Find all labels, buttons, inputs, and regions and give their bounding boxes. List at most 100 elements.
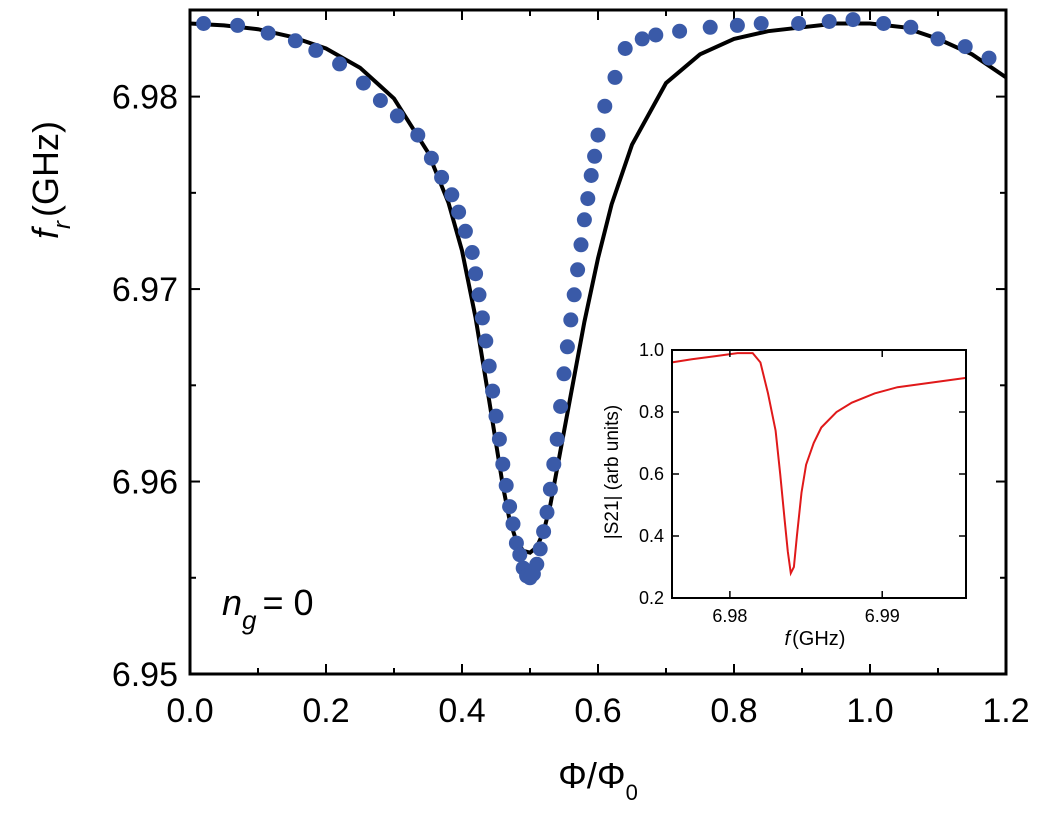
data-point <box>410 127 426 143</box>
data-point <box>491 431 507 447</box>
measured-data-points <box>196 12 997 586</box>
inset-y-tick-label: 0.2 <box>639 588 664 608</box>
data-point <box>821 14 837 29</box>
inset-y-tick-label: 0.6 <box>639 464 664 484</box>
data-point <box>512 547 528 563</box>
main-x-tick-label: 0.0 <box>166 692 213 730</box>
data-point <box>434 169 450 185</box>
data-point <box>583 168 599 183</box>
annotation-subscript: g <box>242 605 257 635</box>
inset-x-tick-label: 6.99 <box>865 606 900 626</box>
data-point <box>464 245 480 260</box>
data-point <box>587 148 603 164</box>
data-point <box>559 339 575 355</box>
x-axis-title-main: Φ/Φ <box>558 755 625 796</box>
gate-charge-annotation: ng = 0 <box>222 582 314 635</box>
inset-background <box>672 350 966 598</box>
data-point <box>478 333 494 349</box>
data-point <box>570 262 586 278</box>
x-axis-title: Φ/Φ0 <box>558 755 638 805</box>
data-point <box>573 237 589 253</box>
inset-y-axis-title: |S21| (arb units) <box>602 405 623 539</box>
data-point <box>702 19 718 35</box>
y-axis-title-unit: (GHz) <box>25 121 66 217</box>
inset-x-axis-title: f (GHz) <box>785 628 846 650</box>
data-point <box>549 431 565 447</box>
data-point <box>481 358 497 374</box>
data-point <box>597 98 613 114</box>
data-point <box>546 456 562 472</box>
data-point <box>423 150 439 166</box>
data-point <box>389 108 405 124</box>
data-point <box>505 516 521 532</box>
inset-y-tick-label: 0.8 <box>639 402 664 422</box>
data-point <box>753 16 769 31</box>
main-x-tick-label: 0.4 <box>438 692 485 730</box>
data-point <box>576 212 592 228</box>
inset-transmission-curve <box>671 352 967 577</box>
data-point <box>529 556 545 572</box>
y-axis-title: fr(GHz) <box>25 121 76 239</box>
inset-x-tick-label: 6.98 <box>712 606 747 626</box>
data-point <box>495 456 511 472</box>
main-y-tick-label: 6.95 <box>112 656 178 694</box>
data-point <box>566 287 582 303</box>
x-axis-title-subscript: 0 <box>626 780 638 805</box>
main-x-tick-label: 1.2 <box>982 692 1029 730</box>
data-point <box>590 127 606 143</box>
main-y-ticks: 6.95 6.96 6.97 6.98 <box>112 79 1006 694</box>
inset-y-tick-label: 0.4 <box>639 526 664 546</box>
data-point <box>508 535 524 551</box>
data-point <box>563 312 579 328</box>
main-y-tick-label: 6.98 <box>112 79 178 117</box>
data-point <box>355 75 371 91</box>
main-plot: 0.0 0.2 0.4 0.6 0.8 1.0 1.2 6.95 6.96 6.97 6.98 f… <box>25 8 1030 805</box>
svg-text:fr(GHz): fr(GHz) <box>25 121 76 239</box>
data-point <box>876 16 892 31</box>
data-point <box>457 223 473 239</box>
data-point <box>672 23 688 39</box>
main-x-ticks: 0.0 0.2 0.4 0.6 0.8 1.0 1.2 <box>166 10 1030 730</box>
annotation-symbol: n <box>222 582 242 623</box>
data-point <box>308 42 324 58</box>
data-point <box>287 33 303 49</box>
y-axis-title-subscript: r <box>49 220 76 229</box>
data-point <box>468 266 484 282</box>
data-point <box>502 499 518 515</box>
main-y-tick-label: 6.96 <box>112 464 178 502</box>
data-point <box>332 56 348 72</box>
data-point <box>230 17 246 33</box>
data-point <box>485 383 501 399</box>
data-point <box>930 31 946 47</box>
data-point <box>957 39 973 55</box>
data-point <box>580 191 596 207</box>
data-point <box>729 17 745 33</box>
data-point <box>553 399 569 414</box>
data-point <box>648 27 664 43</box>
main-x-tick-label: 0.8 <box>710 692 757 730</box>
data-point <box>556 366 572 382</box>
inset-y-ticks: 0.2 0.4 0.6 0.8 1.0 <box>639 340 966 608</box>
data-point <box>474 310 490 326</box>
data-point <box>903 19 919 35</box>
data-point <box>372 93 388 108</box>
data-point <box>532 541 548 557</box>
main-x-tick-label: 1.0 <box>846 692 893 730</box>
data-point <box>634 31 650 47</box>
data-point <box>196 16 212 31</box>
data-point <box>260 25 276 41</box>
data-point <box>536 524 552 540</box>
main-x-tick-label: 0.6 <box>574 692 621 730</box>
data-point <box>444 187 460 203</box>
svg-text:|S21| (arb units): |S21| (arb units) <box>602 405 623 539</box>
data-point <box>539 504 555 520</box>
data-point <box>981 50 997 66</box>
data-point <box>451 204 467 220</box>
inset-y-tick-label: 1.0 <box>639 340 664 360</box>
inset-plot: 6.98 6.99 0.2 0.4 0.6 0.8 1.0 |S21| (arb unit… <box>602 340 967 650</box>
main-x-tick-label: 0.2 <box>302 692 349 730</box>
data-point <box>471 287 487 303</box>
data-point <box>617 41 633 56</box>
annotation-value: = 0 <box>263 582 314 623</box>
data-point <box>498 477 514 493</box>
